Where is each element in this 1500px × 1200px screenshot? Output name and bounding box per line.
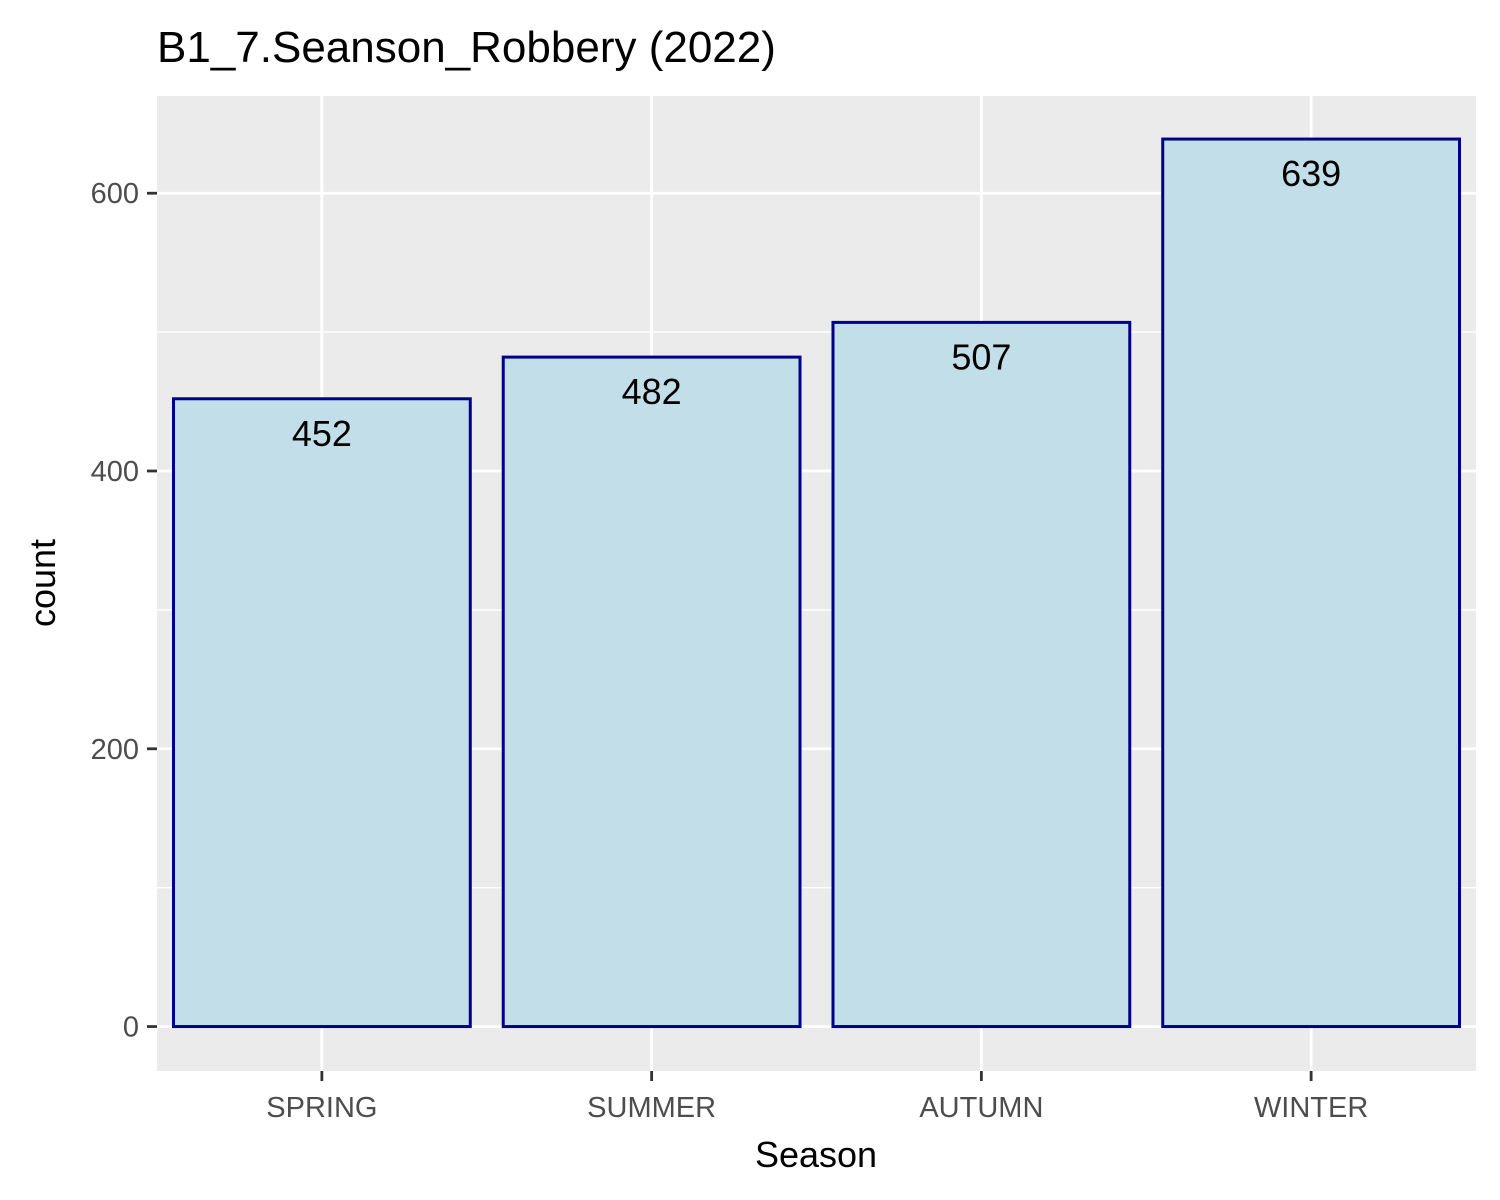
x-axis: SPRING SUMMER AUTUMN WINTER: [266, 1071, 1368, 1124]
chart-title: B1_7.Seanson_Robbery (2022): [157, 23, 776, 72]
x-tick-label-winter: WINTER: [1254, 1092, 1368, 1124]
x-axis-title: Season: [755, 1134, 877, 1175]
y-axis: 0 200 400 600: [91, 178, 157, 1044]
y-tick-label: 400: [91, 456, 139, 488]
bar-label-autumn: 507: [951, 336, 1011, 377]
bars: [171, 137, 1462, 1029]
y-tick-label: 200: [91, 734, 139, 766]
bar-label-spring: 452: [292, 413, 352, 454]
x-tick-label-spring: SPRING: [266, 1092, 377, 1124]
y-tick-label: 600: [91, 178, 139, 210]
y-tick-label: 0: [123, 1012, 139, 1044]
bar-value-labels: 452 482 507 639: [292, 153, 1341, 454]
bar-winter: [1161, 137, 1462, 1029]
x-tick-label-autumn: AUTUMN: [919, 1092, 1043, 1124]
bar-spring: [171, 397, 472, 1029]
bar-autumn: [831, 320, 1132, 1029]
bar-summer: [501, 355, 802, 1029]
y-axis-title: count: [22, 539, 63, 627]
bar-label-summer: 482: [622, 371, 682, 412]
x-tick-label-summer: SUMMER: [587, 1092, 716, 1124]
bar-label-winter: 639: [1281, 153, 1341, 194]
